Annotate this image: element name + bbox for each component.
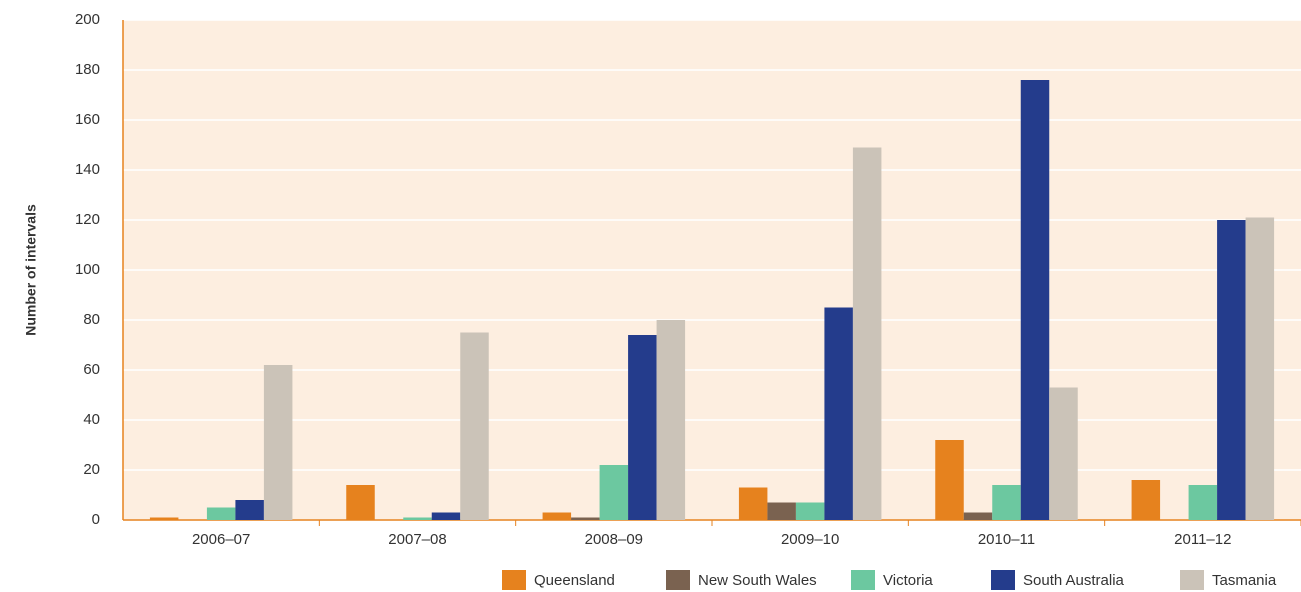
legend-swatch xyxy=(502,570,526,590)
bar xyxy=(403,517,432,520)
bar xyxy=(852,147,882,520)
legend-label: Queensland xyxy=(534,572,615,589)
bar xyxy=(149,517,179,520)
bar xyxy=(656,320,686,520)
bar xyxy=(1217,220,1246,520)
y-tick-label: 60 xyxy=(83,361,100,378)
y-tick-label: 0 xyxy=(92,511,100,528)
legend-swatch xyxy=(991,570,1015,590)
bar xyxy=(1020,80,1050,520)
bar xyxy=(431,512,461,520)
y-tick-label: 20 xyxy=(83,461,100,478)
bar xyxy=(571,517,600,520)
legend-label: New South Wales xyxy=(698,572,817,589)
y-tick-label: 200 xyxy=(75,11,100,28)
bar xyxy=(992,485,1021,520)
bar xyxy=(767,502,796,520)
legend-swatch xyxy=(851,570,875,590)
x-tick-label: 2011–12 xyxy=(1174,531,1231,548)
bar xyxy=(1188,485,1218,520)
legend-label: South Australia xyxy=(1023,572,1125,589)
bar xyxy=(824,307,853,520)
bar xyxy=(1131,480,1161,520)
bar xyxy=(206,507,236,520)
x-tick-label: 2010–11 xyxy=(978,531,1035,548)
y-tick-label: 100 xyxy=(75,261,100,278)
bar xyxy=(935,440,964,520)
bar xyxy=(738,487,768,520)
bar xyxy=(235,500,264,520)
y-tick-label: 120 xyxy=(75,211,100,228)
bar xyxy=(628,335,657,520)
x-tick-label: 2008–09 xyxy=(585,531,643,548)
legend-label: Tasmania xyxy=(1212,572,1277,589)
bar xyxy=(963,512,993,520)
y-tick-label: 80 xyxy=(83,311,100,328)
legend-swatch xyxy=(1180,570,1204,590)
bar xyxy=(542,512,572,520)
bar xyxy=(460,332,489,520)
bar xyxy=(1049,387,1078,520)
x-tick-label: 2009–10 xyxy=(781,531,839,548)
y-tick-label: 140 xyxy=(75,161,100,178)
legend-label: Victoria xyxy=(883,572,933,589)
y-tick-label: 40 xyxy=(83,411,100,428)
x-tick-label: 2007–08 xyxy=(388,531,446,548)
bar xyxy=(795,502,825,520)
y-tick-label: 160 xyxy=(75,111,100,128)
legend-swatch xyxy=(666,570,690,590)
bar xyxy=(599,465,629,520)
bar xyxy=(263,365,293,520)
bar xyxy=(346,485,375,520)
y-axis-label: Number of intervals xyxy=(23,204,39,336)
y-tick-label: 180 xyxy=(75,61,100,78)
x-tick-label: 2006–07 xyxy=(192,531,250,548)
bar xyxy=(1245,217,1275,520)
